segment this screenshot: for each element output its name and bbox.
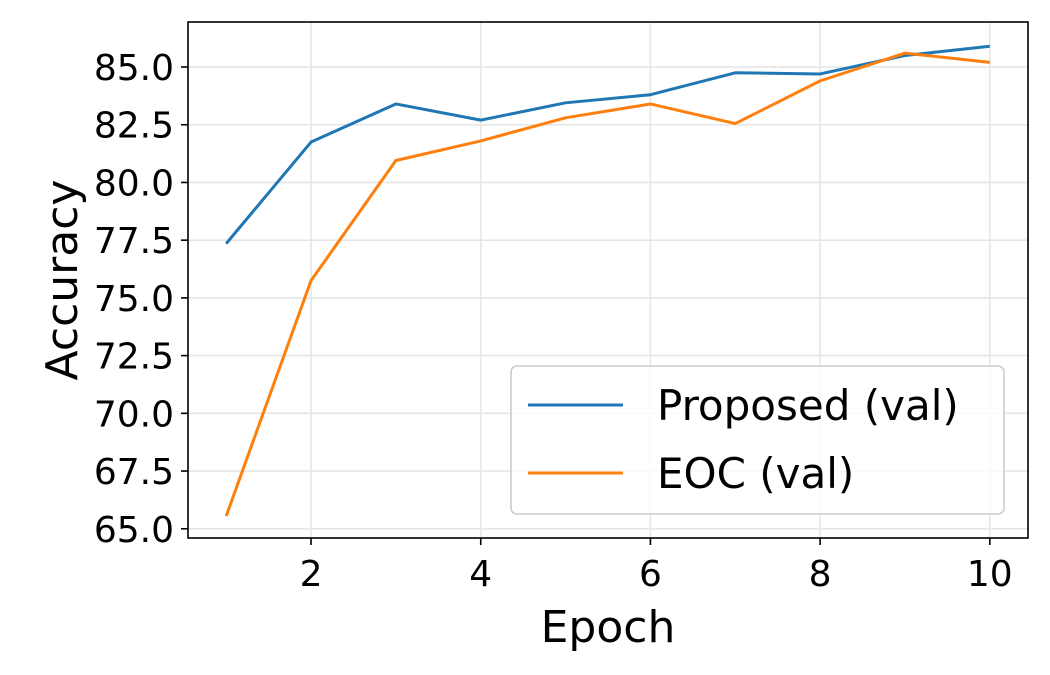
x-tick-label: 4 (469, 554, 492, 595)
x-tick-label: 10 (967, 554, 1013, 595)
series-lines (224, 44, 990, 517)
y-tick-label: 80.0 (94, 163, 174, 204)
y-tick-label: 85.0 (94, 48, 174, 89)
x-axis-label: Epoch (541, 602, 676, 653)
x-tick-label: 6 (639, 554, 662, 595)
y-tick-label: 72.5 (94, 337, 174, 378)
plot-area-frame (187, 21, 1029, 539)
grid (188, 22, 1028, 538)
legend: Proposed (val) EOC (val) (510, 365, 1005, 515)
y-axis-label: Accuracy (37, 180, 88, 381)
x-tick-label: 8 (809, 554, 832, 595)
series-line-eoc-val (224, 51, 990, 517)
y-tick-label: 65.0 (94, 510, 174, 551)
series-line-proposed-val (225, 44, 990, 245)
legend-entry-label: Proposed (val) (657, 381, 959, 430)
axis-ticks: 2 4 6 8 10 65.0 67.5 70.0 72.5 75.0 77.5 80.0 82.5 85… (94, 48, 1013, 595)
legend-entry-label: EOC (val) (657, 449, 854, 498)
legend-box (510, 365, 1005, 515)
y-tick-label: 77.5 (94, 221, 174, 262)
y-tick-label: 67.5 (94, 452, 174, 493)
x-tick-label: 2 (300, 554, 323, 595)
y-tick-label: 75.0 (94, 279, 174, 320)
y-tick-label: 82.5 (94, 106, 174, 147)
y-tick-label: 70.0 (94, 394, 174, 435)
